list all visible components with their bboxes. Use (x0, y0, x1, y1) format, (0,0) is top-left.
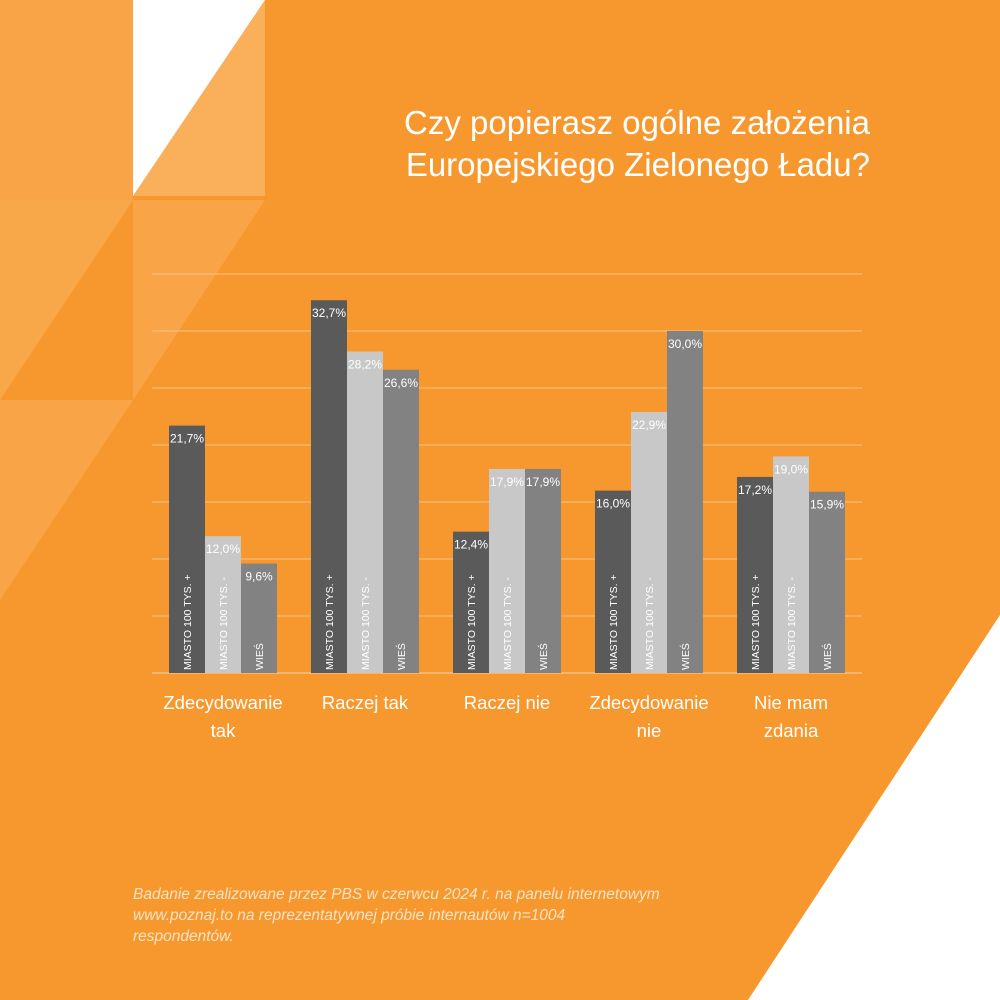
bg-light-triangle-mid (133, 0, 265, 196)
bar (595, 490, 631, 673)
bar (667, 331, 703, 673)
data-label: 12,0% (206, 542, 240, 556)
data-label: 16,0% (596, 497, 630, 511)
bar (773, 456, 809, 673)
chart-title-line-2: Europejskiego Zielonego Ładu? (405, 146, 870, 183)
chart-title-line-1: Czy popierasz ogólne założenia (404, 104, 870, 141)
bar (383, 369, 419, 673)
category-label: Nie mam (754, 692, 828, 713)
footnote: Badanie zrealizowane przez PBS w czerwcu… (133, 884, 753, 947)
data-label: 21,7% (170, 432, 204, 446)
bg-white-corner (748, 615, 1000, 1000)
bg-light-panel-left (0, 200, 133, 400)
data-label: 32,7% (312, 306, 346, 320)
series-name-label: WIEŚ (821, 643, 834, 670)
data-label: 30,0% (668, 337, 702, 351)
bg-light-panel-left2 (133, 200, 265, 400)
series-name-label: MIASTO 100 TYS. - (218, 577, 230, 670)
series-name-label: MIASTO 100 TYS. + (182, 574, 194, 670)
category-label: Zdecydowanie (589, 692, 708, 713)
category-label: Raczej tak (322, 692, 409, 713)
series-name-label: MIASTO 100 TYS. + (750, 574, 762, 670)
footnote-line-2: www.poznaj.to na reprezentatywnej próbie… (133, 907, 566, 924)
data-label: 17,9% (526, 475, 560, 489)
bar (809, 491, 845, 673)
series-name-label: MIASTO 100 TYS. + (324, 574, 336, 670)
data-label: 15,9% (810, 498, 844, 512)
series-name-label: WIEŚ (679, 643, 692, 670)
data-label: 26,6% (384, 376, 418, 390)
footnote-line-1: Badanie zrealizowane przez PBS w czerwcu… (133, 886, 660, 903)
series-name-label: WIEŚ (395, 643, 408, 670)
data-label: 17,9% (490, 475, 524, 489)
bg-light-triangle-top (0, 0, 133, 200)
series-name-label: WIEŚ (537, 643, 550, 670)
series-name-label: MIASTO 100 TYS. - (644, 577, 656, 670)
category-label: zdania (764, 720, 819, 741)
bar (631, 411, 667, 673)
bar (347, 351, 383, 673)
bar (489, 468, 525, 673)
footnote-line-3: respondentów. (133, 928, 234, 945)
bar (241, 563, 277, 673)
chart-title: Czy popierasz ogólne założenia Europejsk… (310, 102, 870, 186)
series-name-label: WIEŚ (253, 643, 266, 670)
series-name-label: MIASTO 100 TYS. - (786, 577, 798, 670)
bg-light-diagonal (0, 400, 133, 600)
category-label: Zdecydowanie (163, 692, 282, 713)
bar (205, 536, 241, 673)
category-label: tak (211, 720, 236, 741)
bar (737, 476, 773, 673)
data-label: 19,0% (774, 462, 808, 476)
bar (311, 300, 347, 673)
data-label: 17,2% (738, 483, 772, 497)
category-label: nie (637, 720, 662, 741)
data-label: 9,6% (245, 570, 273, 584)
series-name-label: MIASTO 100 TYS. + (608, 574, 620, 670)
series-name-label: MIASTO 100 TYS. - (502, 577, 514, 670)
bar (453, 531, 489, 673)
data-label: 12,4% (454, 538, 488, 552)
data-label: 28,2% (348, 358, 382, 372)
category-label: Raczej nie (464, 692, 550, 713)
bar (169, 425, 205, 673)
data-label: 22,9% (632, 418, 666, 432)
bar (525, 468, 561, 673)
series-name-label: MIASTO 100 TYS. + (466, 574, 478, 670)
series-name-label: MIASTO 100 TYS. - (360, 577, 372, 670)
